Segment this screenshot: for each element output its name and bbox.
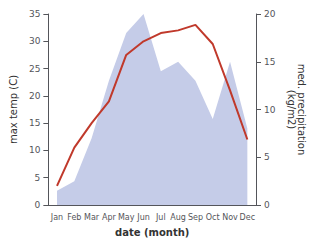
svg-text:date (month): date (month) — [115, 227, 189, 238]
svg-text:May: May — [118, 213, 135, 222]
svg-text:10: 10 — [264, 105, 276, 115]
svg-text:med. precipitation: med. precipitation — [295, 63, 307, 156]
svg-text:15: 15 — [264, 57, 275, 67]
svg-text:Oct: Oct — [206, 213, 220, 222]
svg-text:Nov: Nov — [222, 213, 238, 222]
svg-text:30: 30 — [29, 36, 41, 46]
svg-text:5: 5 — [264, 152, 270, 162]
svg-text:15: 15 — [29, 118, 40, 128]
svg-text:Jul: Jul — [155, 213, 166, 222]
svg-text:25: 25 — [29, 64, 40, 74]
svg-text:0: 0 — [264, 200, 270, 210]
svg-text:Feb: Feb — [67, 213, 81, 222]
svg-text:35: 35 — [29, 9, 40, 19]
svg-text:Jun: Jun — [136, 213, 150, 222]
svg-text:(kg/m2): (kg/m2) — [286, 90, 297, 130]
svg-text:Jan: Jan — [50, 213, 63, 222]
svg-text:20: 20 — [29, 91, 41, 101]
svg-text:max temp (C): max temp (C) — [8, 75, 19, 144]
svg-text:Mar: Mar — [84, 213, 100, 222]
svg-text:0: 0 — [35, 200, 41, 210]
svg-text:5: 5 — [35, 173, 41, 183]
svg-text:20: 20 — [264, 9, 276, 19]
svg-text:Sep: Sep — [188, 213, 203, 222]
svg-text:Aug: Aug — [170, 213, 186, 222]
svg-text:10: 10 — [29, 145, 41, 155]
svg-text:Dec: Dec — [240, 213, 255, 222]
svg-text:Apr: Apr — [102, 213, 117, 222]
